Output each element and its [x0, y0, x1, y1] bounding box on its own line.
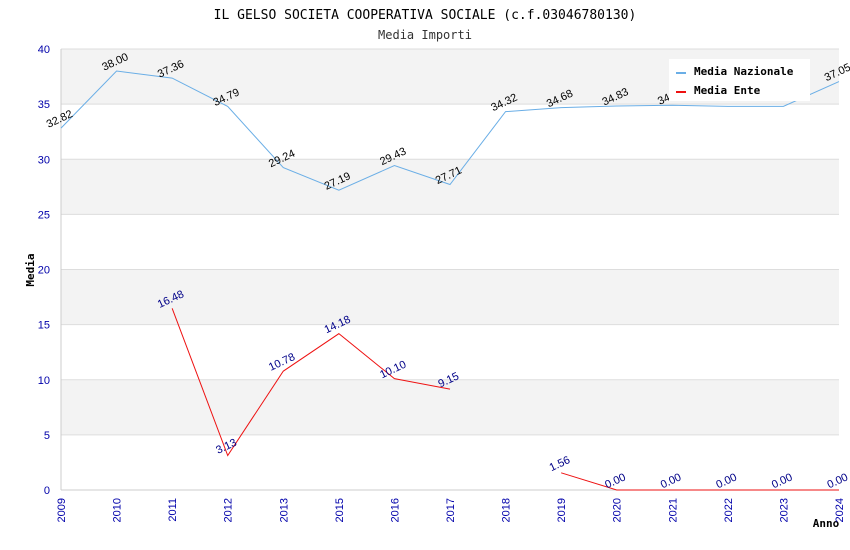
- data-label-ente: 10.78: [267, 351, 297, 374]
- data-label-ente: 1.56: [548, 454, 572, 474]
- legend-label-nazionale: Media Nazionale: [694, 65, 794, 78]
- series-line-ente: [171, 308, 451, 457]
- y-tick-label: 30: [38, 154, 50, 166]
- y-tick-label: 5: [44, 430, 50, 442]
- x-tick-labels: 2009 2010 2011 2012 2013 2015 2016 2017 2018 2019…: [56, 498, 846, 522]
- data-label-ente: 0.00: [603, 471, 627, 491]
- x-tick-label: 2023: [778, 498, 790, 522]
- data-label-ente: 0.00: [825, 471, 849, 491]
- series-line-nazionale: [60, 70, 840, 191]
- x-tick-label: 2015: [334, 498, 346, 522]
- chart-title: IL GELSO SOCIETA COOPERATIVA SOCIALE (c.…: [214, 8, 637, 23]
- plot-band: [61, 379, 839, 435]
- plot-band: [61, 269, 839, 325]
- data-label-nazionale: 32.82: [45, 108, 75, 131]
- x-tick-label: 2010: [112, 498, 124, 522]
- series-lines: [60, 70, 840, 491]
- data-label-ente: 0.00: [714, 471, 738, 491]
- legend-label-ente: Media Ente: [694, 84, 761, 97]
- series-line-ente: [560, 472, 839, 491]
- legend: Media Nazionale Media Ente: [669, 59, 810, 101]
- x-tick-label: 2016: [389, 498, 401, 522]
- x-tick-label: 2011: [167, 498, 179, 522]
- plot-band: [61, 159, 839, 215]
- chart-subtitle: Media Importi: [378, 28, 472, 42]
- data-label-ente: 3.13: [214, 437, 238, 457]
- y-tick-label: 0: [44, 485, 50, 497]
- legend-box: [669, 59, 810, 101]
- y-axis-label: Media: [24, 253, 37, 286]
- x-tick-label: 2017: [445, 498, 457, 522]
- x-tick-label: 2012: [223, 498, 235, 522]
- y-tick-label: 15: [38, 320, 50, 332]
- y-tick-label: 10: [38, 375, 50, 387]
- y-tick-label: 20: [38, 265, 50, 277]
- x-tick-label: 2022: [723, 498, 735, 522]
- x-tick-label: 2013: [278, 498, 290, 522]
- y-tick-labels: 0 5 10 15 20 25 30 35 40: [38, 44, 50, 497]
- x-tick-label: 2009: [56, 498, 68, 522]
- x-tick-label: 2021: [667, 498, 679, 522]
- data-label-ente: 0.00: [770, 471, 794, 491]
- y-tick-label: 35: [38, 99, 50, 111]
- y-tick-label: 25: [38, 209, 50, 221]
- y-tick-label: 40: [38, 44, 50, 56]
- data-label-ente: 0.00: [659, 471, 683, 491]
- x-tick-label: 2019: [556, 498, 568, 522]
- x-tick-label: 2018: [501, 498, 513, 522]
- x-tick-label: 2020: [612, 498, 624, 522]
- x-tick-label: 2024: [834, 498, 846, 522]
- x-axis-label: Anno: [813, 517, 840, 530]
